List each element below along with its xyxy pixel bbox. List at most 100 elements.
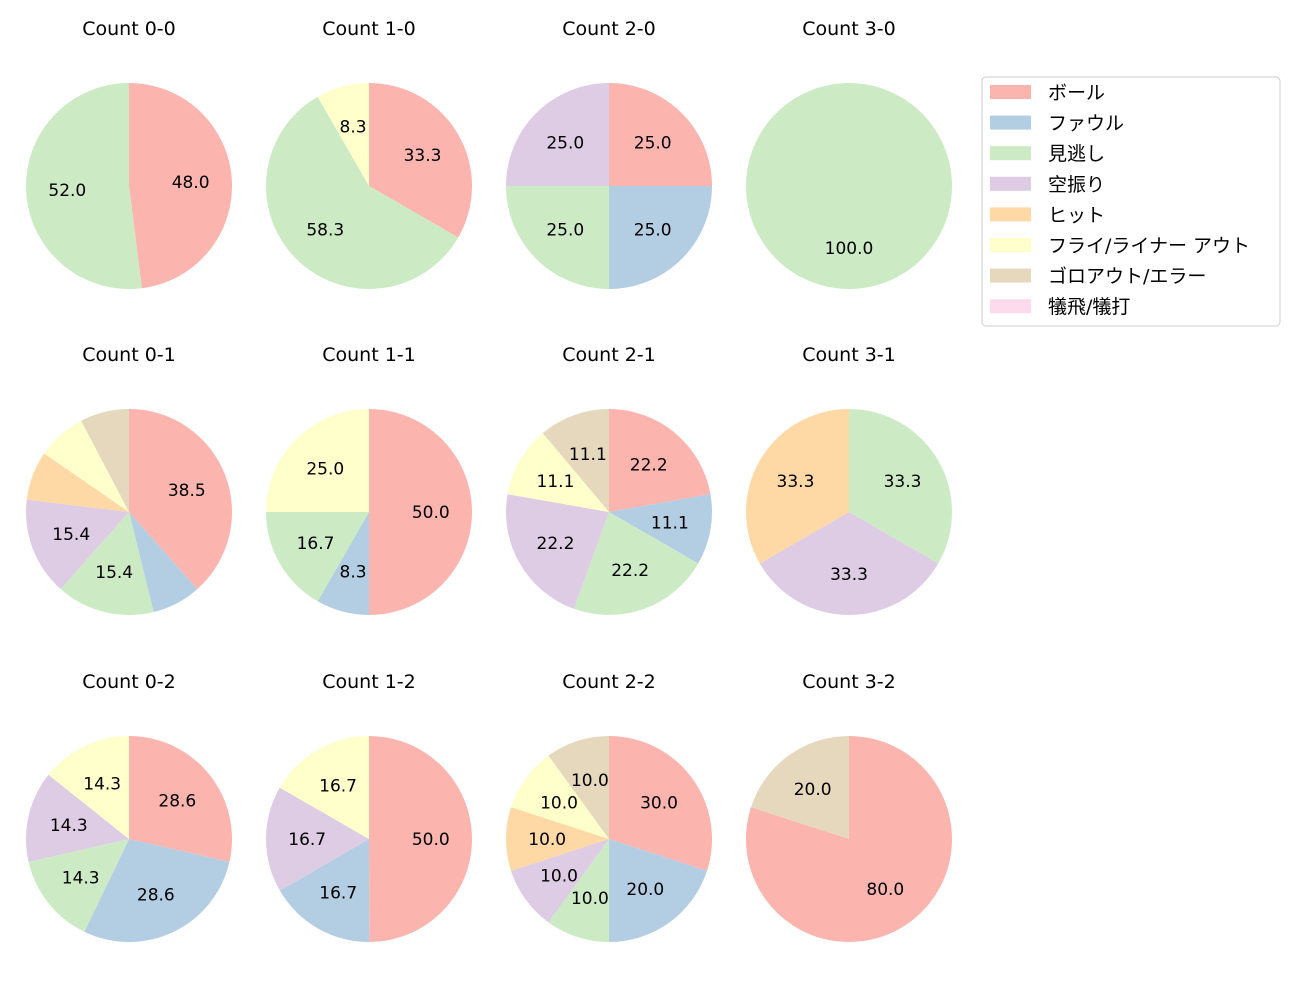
pie-title: Count 0-2 [82,671,176,693]
pie-slice [369,83,472,238]
pie-slice [573,512,699,615]
pie-title: Count 2-2 [562,671,656,693]
pie-slice [609,736,712,871]
pie-slice [505,494,609,609]
legend-label: 見逃し [1048,143,1105,165]
legend-frame [981,76,1281,327]
slice-label: 10.0 [540,866,578,886]
slice-label: 30.0 [640,794,678,814]
pie-slice [317,83,369,186]
pie-slice [44,420,129,512]
slice-label: 20.0 [794,780,832,800]
pie-slice [542,409,609,512]
pie-chart: Count 2-2 30.0 20.0 10.0 10.0 10.0 10.0 10.0 [506,671,712,942]
pie-slice [609,839,707,942]
pie-slice [129,736,232,862]
pie-chart: Count 0-2 28.6 28.6 14.3 14.3 14.3 [25,671,232,943]
pie-slice [506,807,609,871]
slice-label: 14.3 [83,774,121,794]
pie-slice [279,736,369,839]
slice-label: 8.3 [340,117,367,137]
legend-swatch [990,207,1031,222]
pie-title: Count 1-1 [322,344,416,366]
pie-slice [129,83,232,289]
legend-swatch [990,146,1031,161]
slice-label: 50.0 [412,503,450,523]
slice-label: 22.2 [537,534,575,554]
slice-label: 16.7 [319,776,357,796]
slice-label: 25.0 [546,133,584,153]
pie-slice [279,839,370,942]
slice-label: 16.7 [297,534,335,554]
pie-slice [548,839,609,942]
pie-slice [506,83,609,186]
slice-label: 10.0 [528,830,566,850]
pie-slice [317,512,369,615]
slice-label: 50.0 [412,830,450,850]
pie-chart: Count 0-0 48.0 52.0 [25,18,232,289]
pie-title: Count 3-1 [802,344,896,366]
pie-slice [266,96,459,290]
pie-title: Count 2-1 [562,344,656,366]
pie-slice [84,839,230,943]
slice-label: 11.1 [651,514,689,534]
pie-slice [25,774,129,862]
legend-label: ボール [1048,82,1105,104]
pie-slice [511,839,609,923]
slice-label: 10.0 [571,889,609,909]
slice-label: 33.3 [777,472,815,492]
slice-label: 20.0 [626,880,664,900]
pie-chart: Count 3-1 33.3 33.3 33.3 [745,344,952,615]
pie-slice [507,433,609,512]
pie-slice [746,83,952,289]
slice-label: 16.7 [319,884,357,904]
slice-label: 52.0 [48,181,86,201]
pie-slice [369,409,472,615]
legend-swatch [990,115,1031,130]
pie-slice [759,512,939,615]
pie-slice [548,736,609,839]
pie-slice [129,409,233,590]
slice-label: 25.0 [634,133,672,153]
pie-chart: Count 1-0 33.3 58.3 8.3 [266,18,472,290]
pie-chart: Count 2-1 22.2 11.1 22.2 22.2 11.1 11.1 [505,344,712,615]
pie-chart: Count 1-1 50.0 8.316.7 25.0 [266,344,472,615]
slice-label: 100.0 [825,239,874,259]
pie-slice [751,736,849,839]
slice-label: 48.0 [172,173,210,193]
pie-title: Count 0-1 [82,344,176,366]
pie-slice [129,512,198,613]
slice-label: 8.3 [340,563,367,583]
pie-slice [369,736,472,942]
slice-label: 22.2 [611,561,649,581]
pie-chart: Count 3-2 80.0 20.0 [746,671,952,943]
slice-label: 25.0 [634,221,672,241]
pie-slice [849,409,952,564]
slice-label: 28.6 [158,791,196,811]
legend-label: ゴロアウト/エラー [1048,266,1206,288]
slice-label: 11.1 [569,445,607,465]
pie-chart: Count 0-1 38.5 15.415.4 [25,344,233,615]
legend-swatch [990,268,1031,283]
pie-slice [609,494,712,564]
pie-slice [266,787,369,891]
slice-label: 14.3 [50,816,88,836]
pie-chart: Count 2-0 25.0 25.0 25.0 25.0 [506,18,712,289]
pie-chart: Count 1-2 50.0 16.7 16.7 16.7 [266,671,472,942]
slice-label: 10.0 [571,771,609,791]
legend-swatch [990,85,1031,99]
slice-label: 33.3 [884,472,922,492]
pie-slice [81,409,129,512]
slice-label: 15.4 [52,525,90,545]
legend-swatch [990,176,1031,191]
pie-slice [745,409,849,564]
pie-title: Count 1-0 [322,18,416,40]
pie-slice [609,83,712,186]
legend-label: 犠飛/犠打 [1048,296,1130,318]
slice-label: 22.2 [630,456,668,476]
legend-label: 空振り [1048,174,1105,196]
pie-slice [266,409,369,512]
pie-slice [26,453,130,512]
